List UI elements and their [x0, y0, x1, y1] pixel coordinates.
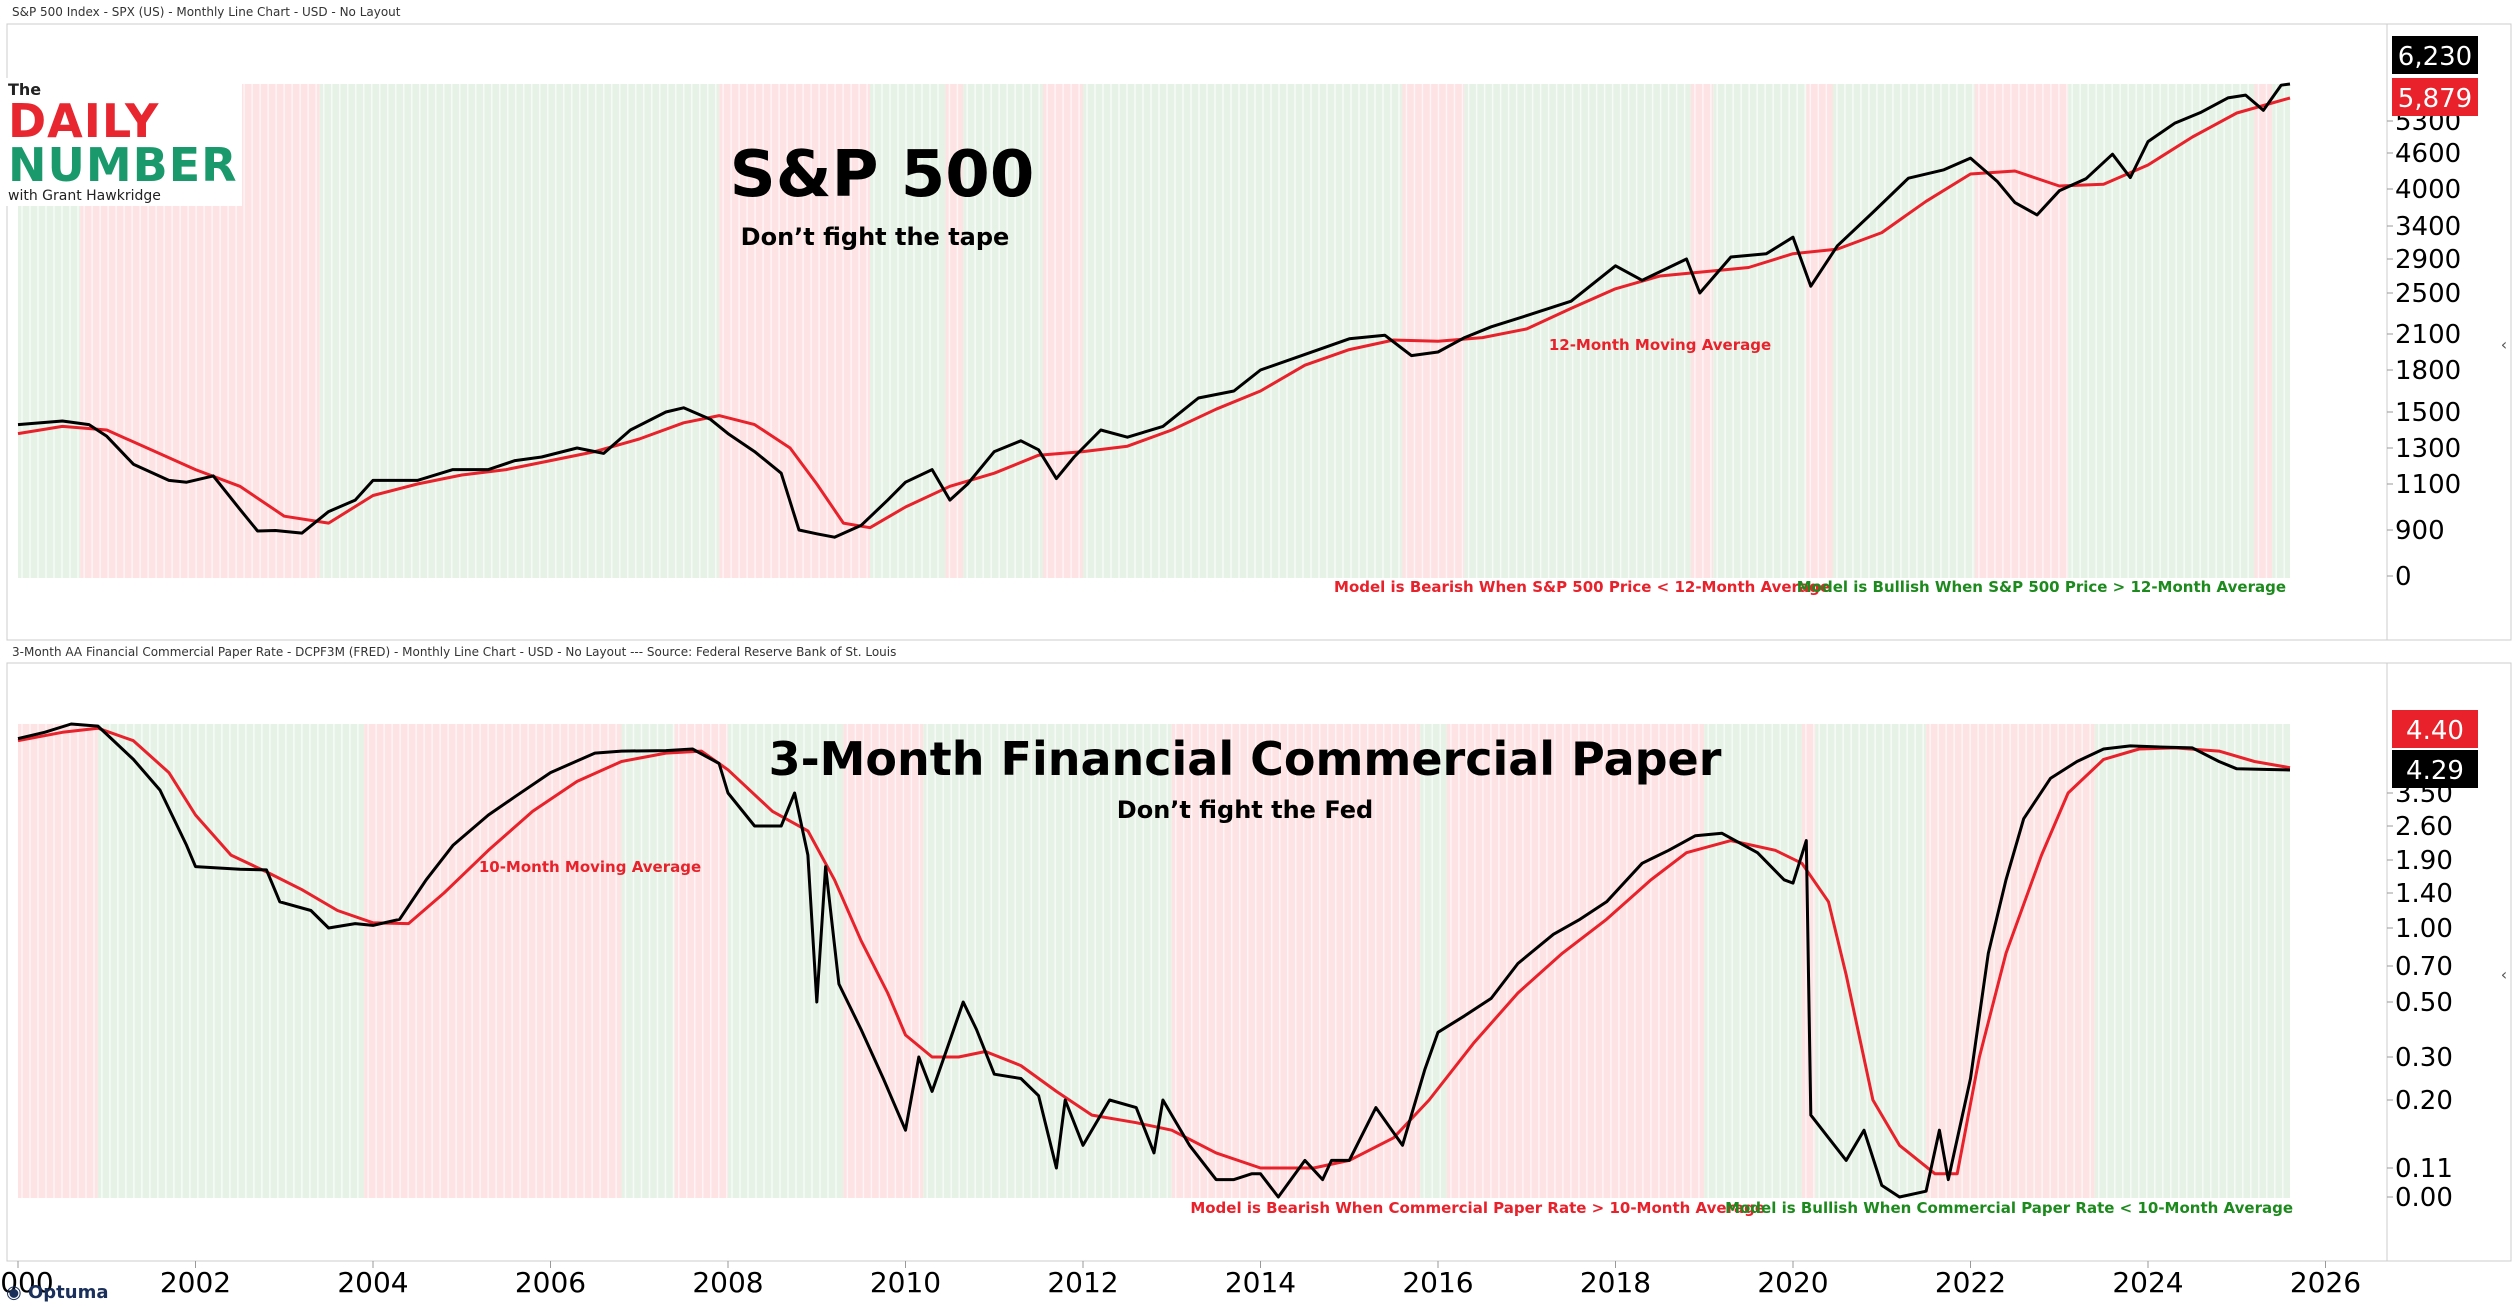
x-tick-label: 2000	[0, 1266, 54, 1299]
bottom-average-value: 4.40	[2406, 716, 2464, 746]
top-regime-band-bear	[1974, 84, 2069, 578]
x-tick-label: 2006	[515, 1266, 586, 1299]
bottom-bull-note: Model is Bullish When Commercial Paper R…	[1725, 1199, 2293, 1217]
logo-daily: DAILY	[8, 94, 160, 148]
top-y-axis: 5300460040003400290025002100180015001300…	[2387, 107, 2461, 592]
top-y-tick-label: 1100	[2395, 470, 2461, 500]
bottom-regime-band-bull	[621, 724, 675, 1198]
bottom-average-line	[17, 726, 2291, 1176]
top-y-tick-label: 900	[2395, 516, 2445, 546]
x-tick-label: 2024	[2112, 1266, 2183, 1299]
bottom-price-value: 4.29	[2406, 756, 2464, 786]
top-y-tick-label: 4000	[2395, 175, 2461, 205]
bottom-y-tick-label: 0.70	[2395, 952, 2453, 982]
top-y-tick-label: 0	[2395, 562, 2412, 592]
x-tick-label: 2026	[2290, 1266, 2361, 1299]
bottom-regime-band-bear	[843, 724, 924, 1198]
top-y-tick-label: 2500	[2395, 279, 2461, 309]
x-tick-label: 2018	[1580, 1266, 1651, 1299]
bottom-regime-band-bull	[97, 724, 365, 1198]
bottom-regime-band-bull	[728, 724, 844, 1198]
top-y-tick-label: 1800	[2395, 356, 2461, 386]
logo-the: The	[8, 80, 42, 99]
x-tick-label: 2014	[1225, 1266, 1296, 1299]
bottom-y-tick-label: 0.20	[2395, 1086, 2453, 1116]
top-y-tick-label: 2100	[2395, 320, 2461, 350]
top-average-badge	[2392, 78, 2478, 116]
top-y-tick-label: 1300	[2395, 434, 2461, 464]
bottom-regime-band-bull	[2094, 724, 2290, 1198]
top-average-line	[17, 96, 2291, 530]
x-axis: 2000 2002 2004 2006 2008 2010 2012 2014 2016 2018…	[0, 1261, 2361, 1299]
x-tick-label: 2008	[692, 1266, 763, 1299]
bottom-y-tick-label: 1.40	[2395, 879, 2453, 909]
bottom-regime-band-bull	[1704, 724, 1802, 1198]
bottom-average-label: 10-Month Moving Average	[479, 858, 701, 876]
top-regime-band-bull	[319, 84, 720, 578]
top-y-tick-label: 1500	[2395, 398, 2461, 428]
logo-number: NUMBER	[8, 138, 238, 192]
top-regime-band-bull	[1832, 84, 1975, 578]
bottom-regime-bands	[18, 724, 2290, 1198]
bottom-bear-note: Model is Bearish When Commercial Paper R…	[1190, 1199, 1765, 1217]
top-chart-title: S&P 500	[730, 138, 1035, 212]
bottom-price-line	[17, 722, 2291, 1199]
bottom-regime-band-bear	[1446, 724, 1705, 1198]
logo-with: with Grant Hawkridge	[8, 188, 161, 204]
top-panel-header: S&P 500 Index - SPX (US) - Monthly Line …	[12, 5, 401, 19]
top-collapse-icon[interactable]: ‹	[2501, 335, 2507, 354]
x-tick-label: 2002	[160, 1266, 231, 1299]
bottom-regime-band-bear	[364, 724, 622, 1198]
bottom-average-badge	[2392, 710, 2478, 748]
top-regime-band-bear	[1402, 84, 1465, 578]
top-average-label: 12-Month Moving Average	[1549, 336, 1771, 354]
bottom-chart-subtitle: Don’t fight the Fed	[1117, 796, 1373, 824]
top-average-value: 5,879	[2398, 84, 2472, 114]
bottom-y-tick-label: 2.60	[2395, 812, 2453, 842]
top-bear-note: Model is Bearish When S&P 500 Price < 12…	[1334, 578, 1830, 596]
daily-number-logo: The DAILY NUMBER with Grant Hawkridge	[6, 78, 242, 206]
bottom-collapse-icon[interactable]: ‹	[2501, 965, 2507, 984]
top-price-badge	[2392, 36, 2478, 74]
x-tick-label: 2004	[337, 1266, 408, 1299]
optuma-icon: ◉	[6, 1282, 22, 1303]
top-regime-band-bull	[963, 84, 1044, 578]
bottom-regime-band-bear	[18, 724, 98, 1198]
top-regime-band-bear	[2254, 84, 2273, 578]
top-y-tick-label: 4600	[2395, 139, 2461, 169]
top-regime-band-bull	[1713, 84, 1807, 578]
bottom-y-tick-label: 1.00	[2395, 914, 2453, 944]
bottom-regime-band-bear	[674, 724, 728, 1198]
x-tick-label: 2020	[1757, 1266, 1828, 1299]
bottom-chart-title: 3-Month Financial Commercial Paper	[769, 732, 1722, 786]
bottom-y-tick-label: 0.00	[2395, 1183, 2453, 1213]
bottom-y-tick-label: 1.90	[2395, 846, 2453, 876]
top-y-tick-label: 3400	[2395, 212, 2461, 242]
x-tick-label: 2022	[1935, 1266, 2006, 1299]
top-chart-subtitle: Don’t fight the tape	[741, 223, 1010, 251]
top-regime-band-bear	[1690, 84, 1714, 578]
top-regime-band-bull	[2272, 84, 2290, 578]
bottom-regime-band-bull	[1815, 724, 1927, 1198]
x-tick-label: 2012	[1047, 1266, 1118, 1299]
optuma-label: Optuma	[28, 1282, 109, 1303]
top-price-line	[17, 82, 2291, 539]
x-tick-label: 2010	[870, 1266, 941, 1299]
bottom-price-badge	[2392, 750, 2478, 788]
x-tick-label: 2016	[1402, 1266, 1473, 1299]
bottom-y-tick-label: 0.50	[2395, 988, 2453, 1018]
bottom-series	[17, 722, 2291, 1199]
top-y-tick-label: 2900	[2395, 245, 2461, 275]
top-price-value: 6,230	[2398, 42, 2472, 72]
optuma-brand: ◉ Optuma	[6, 1282, 109, 1303]
top-regime-band-bull	[1083, 84, 1403, 578]
bottom-y-tick-label: 0.30	[2395, 1043, 2453, 1073]
top-series	[17, 82, 2291, 539]
top-bull-note: Model is Bullish When S&P 500 Price > 12…	[1797, 578, 2286, 596]
bottom-y-tick-label: 0.11	[2395, 1154, 2453, 1184]
bottom-panel-header: 3-Month AA Financial Commercial Paper Ra…	[12, 645, 897, 659]
top-regime-band-bull	[1464, 84, 1691, 578]
